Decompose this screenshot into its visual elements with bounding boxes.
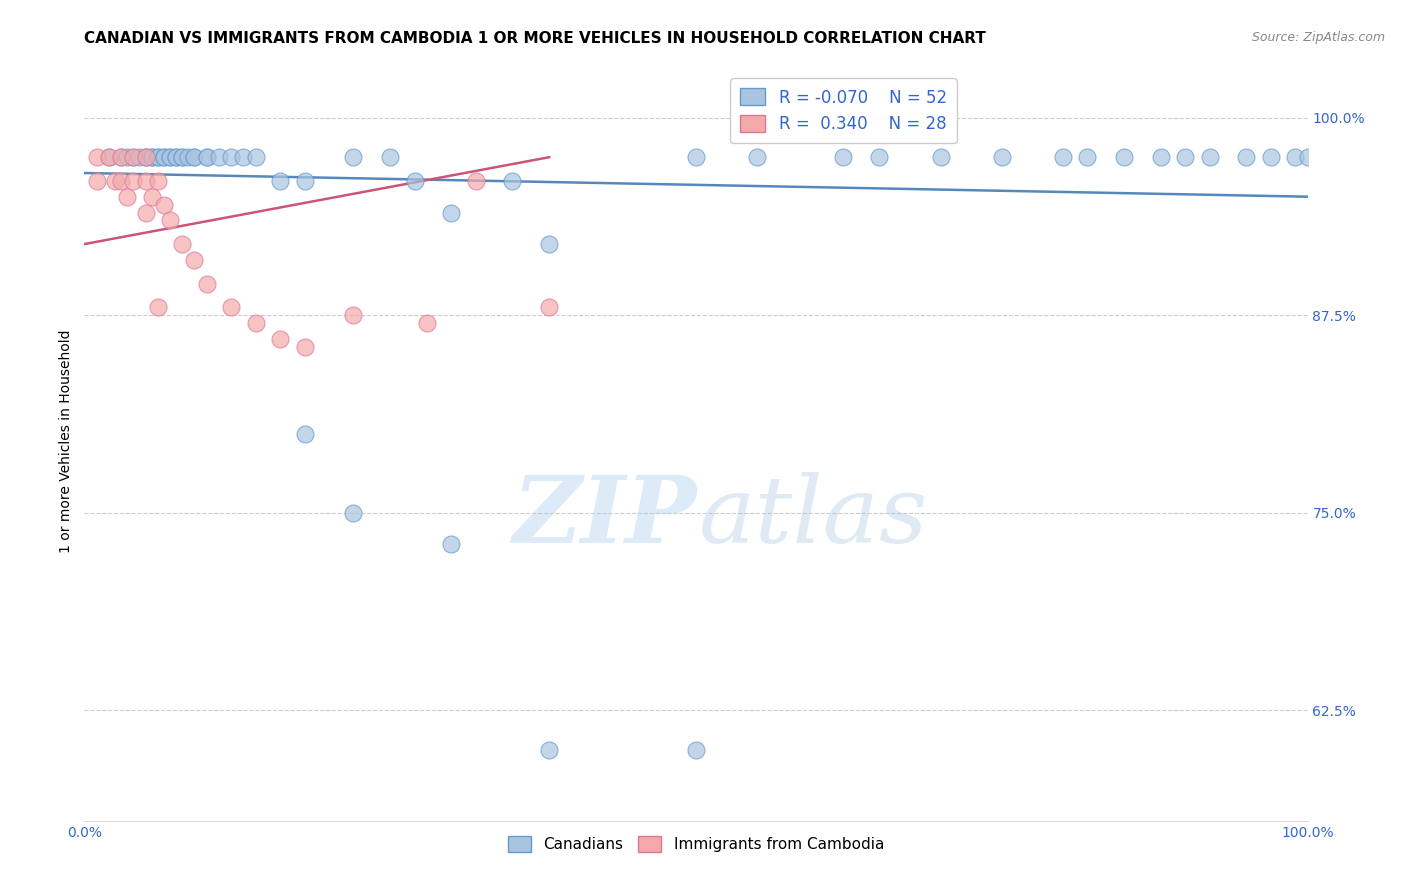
Point: [232, 150, 254, 164]
Point: [172, 150, 194, 164]
Point: [86, 150, 108, 164]
Point: [685, 150, 707, 164]
Point: [135, 150, 157, 164]
Point: [294, 174, 316, 188]
Point: [122, 150, 145, 164]
Text: atlas: atlas: [699, 473, 928, 562]
Point: [122, 174, 145, 188]
Point: [183, 150, 205, 164]
Point: [380, 150, 402, 164]
Point: [97, 150, 120, 164]
Point: [104, 174, 127, 188]
Point: [1260, 150, 1282, 164]
Point: [219, 150, 242, 164]
Point: [153, 197, 176, 211]
Y-axis label: 1 or more Vehicles in Household: 1 or more Vehicles in Household: [59, 330, 73, 553]
Point: [219, 300, 242, 314]
Point: [1150, 150, 1173, 164]
Point: [440, 537, 463, 551]
Point: [538, 742, 561, 756]
Point: [1296, 150, 1319, 164]
Point: [269, 332, 291, 346]
Point: [97, 150, 120, 164]
Point: [342, 150, 364, 164]
Point: [146, 300, 169, 314]
Point: [146, 174, 169, 188]
Point: [342, 308, 364, 322]
Point: [1076, 150, 1098, 164]
Point: [1114, 150, 1136, 164]
Point: [869, 150, 891, 164]
Point: [153, 150, 176, 164]
Point: [502, 174, 524, 188]
Point: [141, 150, 163, 164]
Point: [245, 316, 267, 330]
Point: [159, 150, 181, 164]
Point: [165, 150, 187, 164]
Point: [159, 150, 181, 164]
Text: Source: ZipAtlas.com: Source: ZipAtlas.com: [1251, 31, 1385, 45]
Point: [110, 174, 132, 188]
Point: [538, 300, 561, 314]
Point: [141, 150, 163, 164]
Point: [195, 277, 218, 291]
Point: [195, 150, 218, 164]
Point: [1236, 150, 1258, 164]
Point: [208, 150, 231, 164]
Point: [135, 205, 157, 219]
Point: [269, 174, 291, 188]
Point: [135, 150, 157, 164]
Point: [110, 150, 132, 164]
Point: [245, 150, 267, 164]
Point: [146, 150, 169, 164]
Point: [294, 340, 316, 354]
Point: [159, 213, 181, 227]
Point: [440, 205, 463, 219]
Point: [153, 150, 176, 164]
Point: [1284, 150, 1306, 164]
Point: [404, 174, 426, 188]
Point: [342, 506, 364, 520]
Point: [991, 150, 1014, 164]
Point: [141, 190, 163, 204]
Point: [747, 150, 769, 164]
Point: [146, 150, 169, 164]
Point: [195, 150, 218, 164]
Point: [177, 150, 200, 164]
Text: ZIP: ZIP: [512, 473, 696, 562]
Point: [1198, 150, 1220, 164]
Point: [172, 237, 194, 252]
Point: [172, 150, 194, 164]
Point: [183, 252, 205, 267]
Point: [416, 316, 439, 330]
Point: [135, 174, 157, 188]
Point: [122, 150, 145, 164]
Point: [464, 174, 486, 188]
Point: [685, 742, 707, 756]
Point: [183, 150, 205, 164]
Point: [831, 150, 853, 164]
Point: [1052, 150, 1074, 164]
Point: [1174, 150, 1197, 164]
Legend: Canadians, Immigrants from Cambodia: Canadians, Immigrants from Cambodia: [502, 830, 890, 858]
Point: [294, 426, 316, 441]
Point: [135, 150, 157, 164]
Point: [538, 237, 561, 252]
Point: [165, 150, 187, 164]
Point: [86, 174, 108, 188]
Point: [115, 150, 138, 164]
Point: [929, 150, 952, 164]
Point: [115, 190, 138, 204]
Text: CANADIAN VS IMMIGRANTS FROM CAMBODIA 1 OR MORE VEHICLES IN HOUSEHOLD CORRELATION: CANADIAN VS IMMIGRANTS FROM CAMBODIA 1 O…: [84, 31, 986, 46]
Point: [110, 150, 132, 164]
Point: [128, 150, 150, 164]
